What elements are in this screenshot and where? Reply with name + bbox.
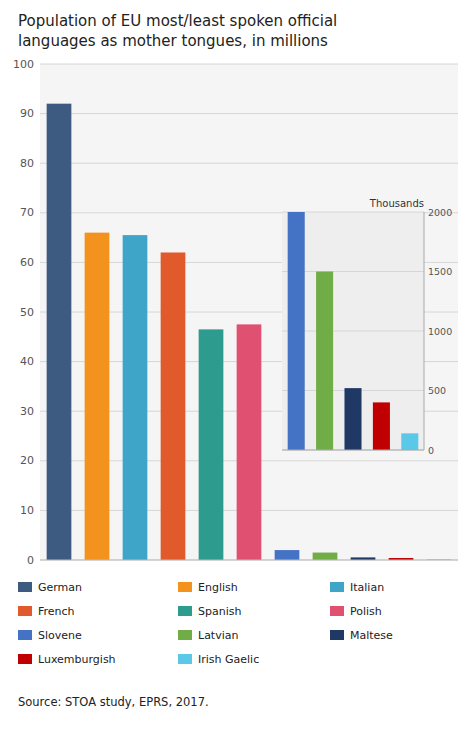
bar: [123, 235, 148, 560]
plot-background: [282, 212, 424, 450]
legend-label: French: [38, 605, 75, 618]
main-plot: 0 10 20 30 40 50 60 70 80 90 100: [13, 58, 458, 567]
grid-line: [40, 113, 458, 114]
legend: German English Italian French Spanish Polish S…: [18, 581, 393, 666]
legend-label: English: [198, 581, 238, 594]
legend-label: Latvian: [198, 629, 238, 642]
bar: [275, 550, 300, 560]
inset-plot: 0 500 1000 1500 2000 Thousands: [282, 198, 452, 456]
y-tick-label: 30: [20, 405, 34, 418]
legend-swatch: [178, 582, 192, 592]
title: Population of EU most/least spoken offic…: [18, 12, 337, 50]
legend-swatch: [18, 606, 32, 616]
y-tick-label: 2000: [428, 207, 452, 218]
background: [0, 0, 474, 736]
bar: [316, 272, 333, 451]
legend-swatch: [178, 654, 192, 664]
y-tick-label: 0: [27, 554, 34, 567]
x-axis-line: [40, 560, 458, 561]
legend-label: Italian: [350, 581, 384, 594]
y-tick-label: 1500: [428, 266, 452, 277]
bars: [47, 104, 452, 560]
chart: Population of EU most/least spoken offic…: [0, 0, 474, 736]
bar: [344, 388, 361, 450]
y-tick-label: 60: [20, 256, 34, 269]
y-tick-label: 100: [13, 58, 34, 71]
bar: [161, 252, 186, 560]
y-tick-label: 50: [20, 306, 34, 319]
legend-label: Spanish: [198, 605, 241, 618]
legend-swatch: [18, 630, 32, 640]
bars: [288, 212, 419, 450]
legend-label: Irish Gaelic: [198, 653, 259, 666]
legend-swatch: [330, 630, 344, 640]
grid-line: [40, 163, 458, 164]
bar: [47, 104, 72, 560]
bar: [313, 553, 338, 560]
legend-label: Polish: [350, 605, 382, 618]
grid-line: [40, 560, 458, 561]
annotation: Source: STOA study, EPRS, 2017.: [18, 695, 209, 709]
y-axis-label: Thousands: [369, 198, 424, 209]
bar: [237, 324, 262, 560]
grid-line: [40, 64, 458, 65]
legend-swatch: [178, 630, 192, 640]
y-tick-label: 500: [428, 385, 446, 396]
y-axis-line: [424, 212, 425, 450]
y-tick-label: 80: [20, 157, 34, 170]
y-tick-label: 10: [20, 504, 34, 517]
bar: [401, 433, 418, 450]
y-tick-label: 70: [20, 206, 34, 219]
plot-background: [40, 64, 458, 560]
legend-swatch: [18, 582, 32, 592]
title-line: languages as mother tongues, in millions: [18, 32, 328, 50]
grid-line: [282, 450, 424, 451]
legend-label: Slovene: [38, 629, 82, 642]
x-axis-line: [282, 450, 424, 451]
legend-label: Luxemburgish: [38, 653, 116, 666]
bar: [288, 212, 305, 450]
legend-swatch: [178, 606, 192, 616]
legend-swatch: [18, 654, 32, 664]
legend-swatch: [330, 606, 344, 616]
y-tick-label: 20: [20, 454, 34, 467]
bar: [85, 233, 110, 560]
y-tick-label: 0: [428, 445, 434, 456]
y-tick-label: 40: [20, 355, 34, 368]
legend-swatch: [330, 582, 344, 592]
legend-label: German: [38, 581, 82, 594]
y-tick-label: 90: [20, 107, 34, 120]
bar: [199, 329, 224, 560]
y-tick-label: 1000: [428, 326, 452, 337]
title-line: Population of EU most/least spoken offic…: [18, 12, 337, 30]
bar: [373, 402, 390, 450]
legend-label: Maltese: [350, 629, 393, 642]
